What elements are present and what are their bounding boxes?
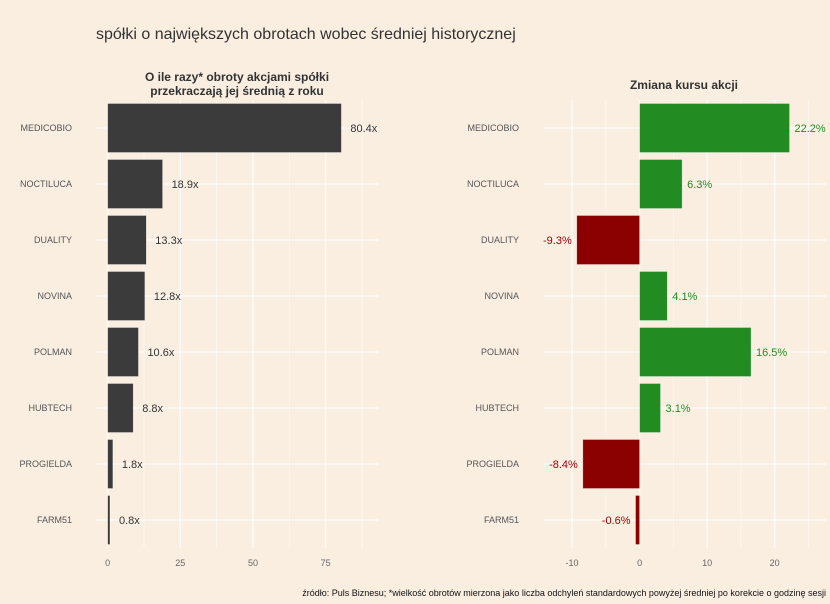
chart-main-title: spółki o największych obrotach wobec śre… <box>96 26 516 43</box>
value-label: 16.5% <box>756 347 787 359</box>
category-label: HUBTECH <box>475 403 519 413</box>
category-label: DUALITY <box>34 235 72 245</box>
x-tick-label: 0 <box>637 558 642 568</box>
panel-price-change: Zmiana kursu akcji MEDICOBIO 22.2% NOCTILUC… <box>466 78 826 568</box>
category-label: MEDICOBIO <box>20 123 72 133</box>
category-label: DUALITY <box>481 235 519 245</box>
category-label: MEDICOBIO <box>467 123 519 133</box>
category-label: POLMAN <box>34 347 72 357</box>
panel-title: O ile razy* obroty akcjami spółki <box>145 70 329 84</box>
x-tick-label: 0 <box>105 558 110 568</box>
value-label: 10.6x <box>147 347 174 359</box>
value-label: -8.4% <box>549 459 578 471</box>
bar-hubtech <box>107 383 134 433</box>
panel-title: Zmiana kursu akcji <box>630 78 738 92</box>
bar-noctiluca <box>107 159 163 209</box>
value-label: 6.3% <box>687 179 712 191</box>
value-label: 0.8x <box>119 515 140 527</box>
x-tick-label: 50 <box>248 558 258 568</box>
category-label: PROGIELDA <box>19 459 72 469</box>
category-label: NOCTILUCA <box>467 179 519 189</box>
value-label: -9.3% <box>543 235 572 247</box>
bar-duality <box>107 215 147 265</box>
value-label: -0.6% <box>602 515 631 527</box>
x-tick-label: 20 <box>770 558 780 568</box>
bar-farm51 <box>107 495 111 545</box>
category-label: FARM51 <box>484 515 519 525</box>
bar-noctiluca <box>639 159 683 209</box>
category-label: HUBTECH <box>28 403 72 413</box>
x-tick-label: -10 <box>566 558 579 568</box>
bar-hubtech <box>639 383 661 433</box>
value-label: 13.3x <box>155 235 182 247</box>
category-label: FARM51 <box>37 515 72 525</box>
category-label: PROGIELDA <box>466 459 519 469</box>
bar-duality <box>576 215 640 265</box>
category-label: NOVINA <box>484 291 519 301</box>
value-label: 1.8x <box>122 459 143 471</box>
value-label: 22.2% <box>795 123 826 135</box>
x-tick-label: 75 <box>321 558 331 568</box>
bar-medicobio <box>639 103 790 153</box>
category-label: POLMAN <box>481 347 519 357</box>
bar-polman <box>107 327 139 377</box>
panel-title: przekraczają jej średnią z roku <box>150 84 323 98</box>
value-label: 8.8x <box>142 403 163 415</box>
bar-polman <box>639 327 752 377</box>
value-label: 80.4x <box>350 123 377 135</box>
panel-turnover: O ile razy* obroty akcjami spółkiprzekra… <box>19 70 378 568</box>
value-label: 3.1% <box>666 403 691 415</box>
value-label: 4.1% <box>672 291 697 303</box>
bar-novina <box>107 271 146 321</box>
value-label: 18.9x <box>172 179 199 191</box>
bar-novina <box>639 271 668 321</box>
bar-medicobio <box>107 103 342 153</box>
category-label: NOCTILUCA <box>20 179 72 189</box>
chart-caption: źródło: Puls Biznesu; *wielkość obrotów … <box>302 588 826 598</box>
x-tick-label: 25 <box>175 558 185 568</box>
value-label: 12.8x <box>154 291 181 303</box>
bar-farm51 <box>635 495 640 545</box>
bar-progielda <box>582 439 640 489</box>
category-label: NOVINA <box>37 291 72 301</box>
x-tick-label: 10 <box>702 558 712 568</box>
bar-progielda <box>107 439 114 489</box>
